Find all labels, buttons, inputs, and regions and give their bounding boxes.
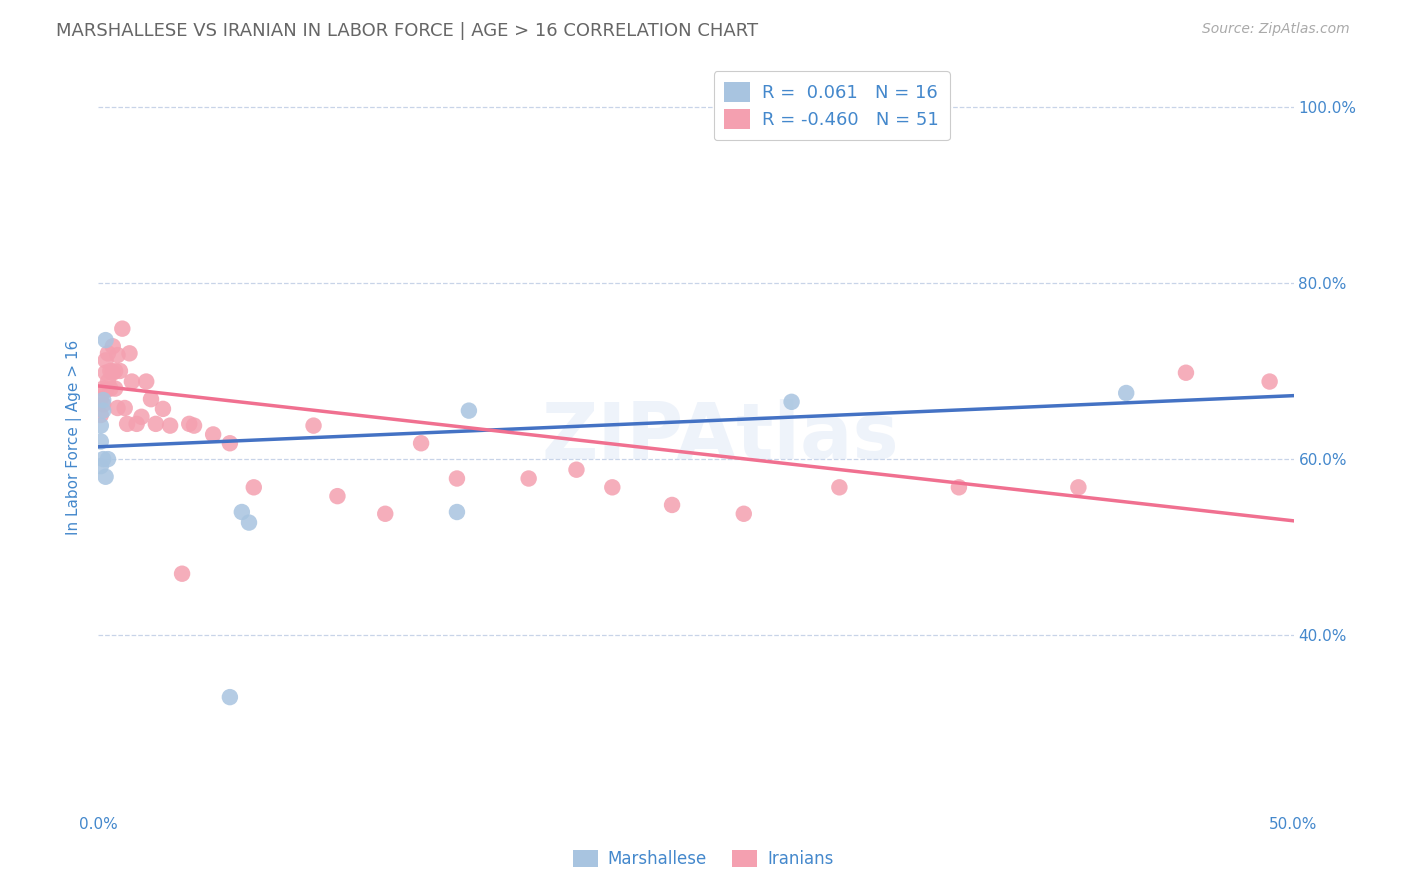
Point [219,436,242,450]
Point [108,364,131,378]
Point [90,408,112,422]
Point [101,366,124,380]
Point [104,364,127,378]
Point [139,392,162,407]
Point [97,375,120,389]
Point [107,348,129,362]
Point [1115,386,1137,401]
Point [145,417,167,431]
Point [94,353,117,368]
Point [94,469,117,483]
Point [115,417,138,431]
Point [1175,366,1198,380]
Point [202,427,225,442]
Point [152,401,174,416]
Point [238,516,260,530]
Point [91,397,114,411]
Point [104,382,127,396]
Point [172,566,194,581]
Point [111,321,134,335]
Point [948,480,970,494]
Point [114,401,136,415]
Text: ZIPAtlas: ZIPAtlas [541,399,898,475]
Point [101,339,124,353]
Point [661,498,683,512]
Point [90,418,112,433]
Point [446,505,468,519]
Point [1067,480,1090,494]
Point [94,384,117,398]
Point [374,507,396,521]
Point [135,375,157,389]
Point [98,364,122,378]
Text: MARSHALLESE VS IRANIAN IN LABOR FORCE | AGE > 16 CORRELATION CHART: MARSHALLESE VS IRANIAN IN LABOR FORCE | … [56,22,758,40]
Point [231,505,253,519]
Point [118,346,141,360]
Point [602,480,624,494]
Point [131,409,153,424]
Point [219,690,242,705]
Point [90,434,112,449]
Point [98,382,122,396]
Point [411,436,433,450]
Point [97,346,120,360]
Point [159,418,181,433]
Point [91,403,114,417]
Point [107,401,129,415]
Point [1258,375,1281,389]
Point [517,471,540,485]
Point [90,392,112,407]
Legend: Marshallese, Iranians: Marshallese, Iranians [567,843,839,875]
Point [733,507,755,521]
Text: Source: ZipAtlas.com: Source: ZipAtlas.com [1202,22,1350,37]
Point [94,333,117,347]
Point [780,394,803,409]
Legend: R =  0.061   N = 16, R = -0.460   N = 51: R = 0.061 N = 16, R = -0.460 N = 51 [713,71,950,140]
Point [94,366,117,380]
Point [179,417,201,431]
Point [97,452,120,467]
Y-axis label: In Labor Force | Age > 16: In Labor Force | Age > 16 [66,340,83,534]
Point [121,375,143,389]
Point [91,382,114,396]
Point [91,392,114,407]
Point [326,489,349,503]
Point [125,417,148,431]
Point [243,480,266,494]
Point [91,452,114,467]
Point [446,471,468,485]
Point [90,459,112,474]
Point [828,480,851,494]
Point [458,403,481,417]
Point [183,418,205,433]
Point [565,463,588,477]
Point [302,418,325,433]
